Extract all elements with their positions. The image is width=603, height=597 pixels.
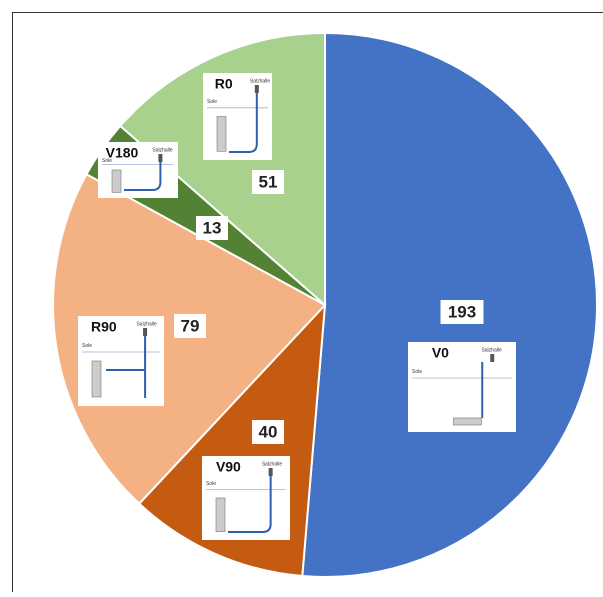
icon-vehicle: [453, 418, 481, 425]
icon-tower: [490, 354, 494, 362]
value-label: 51: [259, 172, 278, 191]
icon-text: Sole: [102, 158, 112, 164]
icon-tower: [143, 328, 147, 336]
icon-vehicle: [92, 361, 101, 397]
icon-tower: [158, 154, 162, 162]
icon-vehicle: [216, 498, 225, 532]
icon-text: Sole: [82, 343, 92, 349]
icon: R0 Salzhalle Sole: [203, 73, 272, 160]
icon-text: Sole: [206, 481, 216, 487]
icon-tower: [255, 85, 259, 93]
icon-tower: [269, 468, 273, 476]
icon-vehicle: [112, 170, 121, 192]
icon-name: R90: [91, 319, 117, 335]
icon-text: Salzhalle: [262, 461, 283, 467]
value-label: 13: [203, 218, 222, 237]
icon-box: [203, 73, 272, 160]
icon-text: Sole: [207, 99, 217, 105]
icon: V0 Salzhalle Sole: [408, 342, 516, 432]
icon-name: V0: [432, 345, 449, 361]
icon: R90 Salzhalle Sole: [78, 316, 164, 406]
icon-text: Salzhalle: [481, 347, 502, 353]
value-label: 40: [259, 422, 278, 441]
icon-name: R0: [215, 76, 233, 92]
value-label: 193: [448, 302, 476, 321]
icon-name: V90: [216, 459, 241, 475]
value-label: 79: [181, 316, 200, 335]
icon-vehicle: [217, 117, 226, 152]
icon-text: Salzhalle: [136, 321, 157, 327]
icon: V90 Salzhalle Sole: [202, 456, 290, 540]
icon-text: Sole: [412, 369, 422, 375]
icon-text: Salzhalle: [152, 147, 173, 153]
icon-text: Salzhalle: [250, 78, 271, 84]
